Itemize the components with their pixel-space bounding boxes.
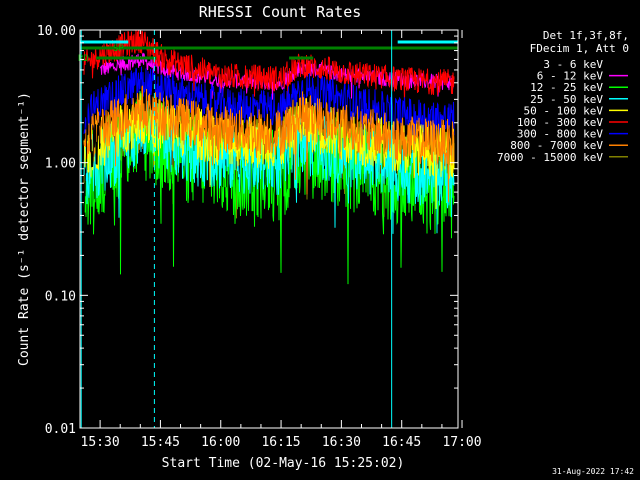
series-layer xyxy=(83,30,455,285)
legend-header-line-2: FDecim 1, Att 0 xyxy=(530,42,629,55)
x-tick-label: 15:45 xyxy=(141,435,180,450)
annotation-sp: SP xyxy=(113,44,124,54)
legend-label: 100 - 300 keV xyxy=(517,116,603,129)
y-tick-label: 1.00 xyxy=(45,157,76,172)
legend-label: 25 - 50 keV xyxy=(530,93,603,106)
legend-label: 12 - 25 keV xyxy=(530,81,603,94)
legend: Det 1f,3f,8f, FDecim 1, Att 0 3 - 6 keV6… xyxy=(497,29,629,164)
x-tick-label: 15:30 xyxy=(81,435,120,450)
legend-label: 7000 - 15000 keV xyxy=(497,151,603,164)
y-axis-title: Count Rate (s⁻¹ detector segment⁻¹) xyxy=(17,92,32,366)
y-tick-label: 10.00 xyxy=(37,24,76,39)
plot-frame xyxy=(79,29,459,429)
legend-label: 50 - 100 keV xyxy=(524,104,604,117)
x-tick-label: 16:15 xyxy=(261,435,300,450)
legend-header-line-1: Det 1f,3f,8f, xyxy=(543,29,629,42)
series-line xyxy=(83,80,101,223)
chart-title: RHESSI Count Rates xyxy=(199,3,362,21)
legend-label: 800 - 7000 keV xyxy=(510,139,603,152)
series-line xyxy=(83,85,455,203)
x-tick-label: 16:45 xyxy=(382,435,421,450)
x-tick-label: 17:00 xyxy=(442,435,481,450)
generation-timestamp: 31-Aug-2022 17:42 xyxy=(552,467,634,476)
series-line xyxy=(83,66,455,157)
y-tick-label: 0.01 xyxy=(45,422,76,437)
x-axis-title: Start Time (02-May-16 15:25:02) xyxy=(162,456,405,471)
y-tick-label: 0.10 xyxy=(45,289,76,304)
series-line xyxy=(83,30,455,109)
x-tick-label: 16:30 xyxy=(322,435,361,450)
x-axis: 15:30 15:45 16:00 16:15 16:30 16:45 17:00 xyxy=(79,30,482,450)
y-axis: 0.01 0.10 1.00 10.00 xyxy=(37,24,458,437)
legend-label: 300 - 800 keV xyxy=(517,128,603,141)
x-tick-label: 16:00 xyxy=(201,435,240,450)
legend-label: 6 - 12 keV xyxy=(537,70,604,83)
legend-label: 3 - 6 keV xyxy=(543,58,603,71)
